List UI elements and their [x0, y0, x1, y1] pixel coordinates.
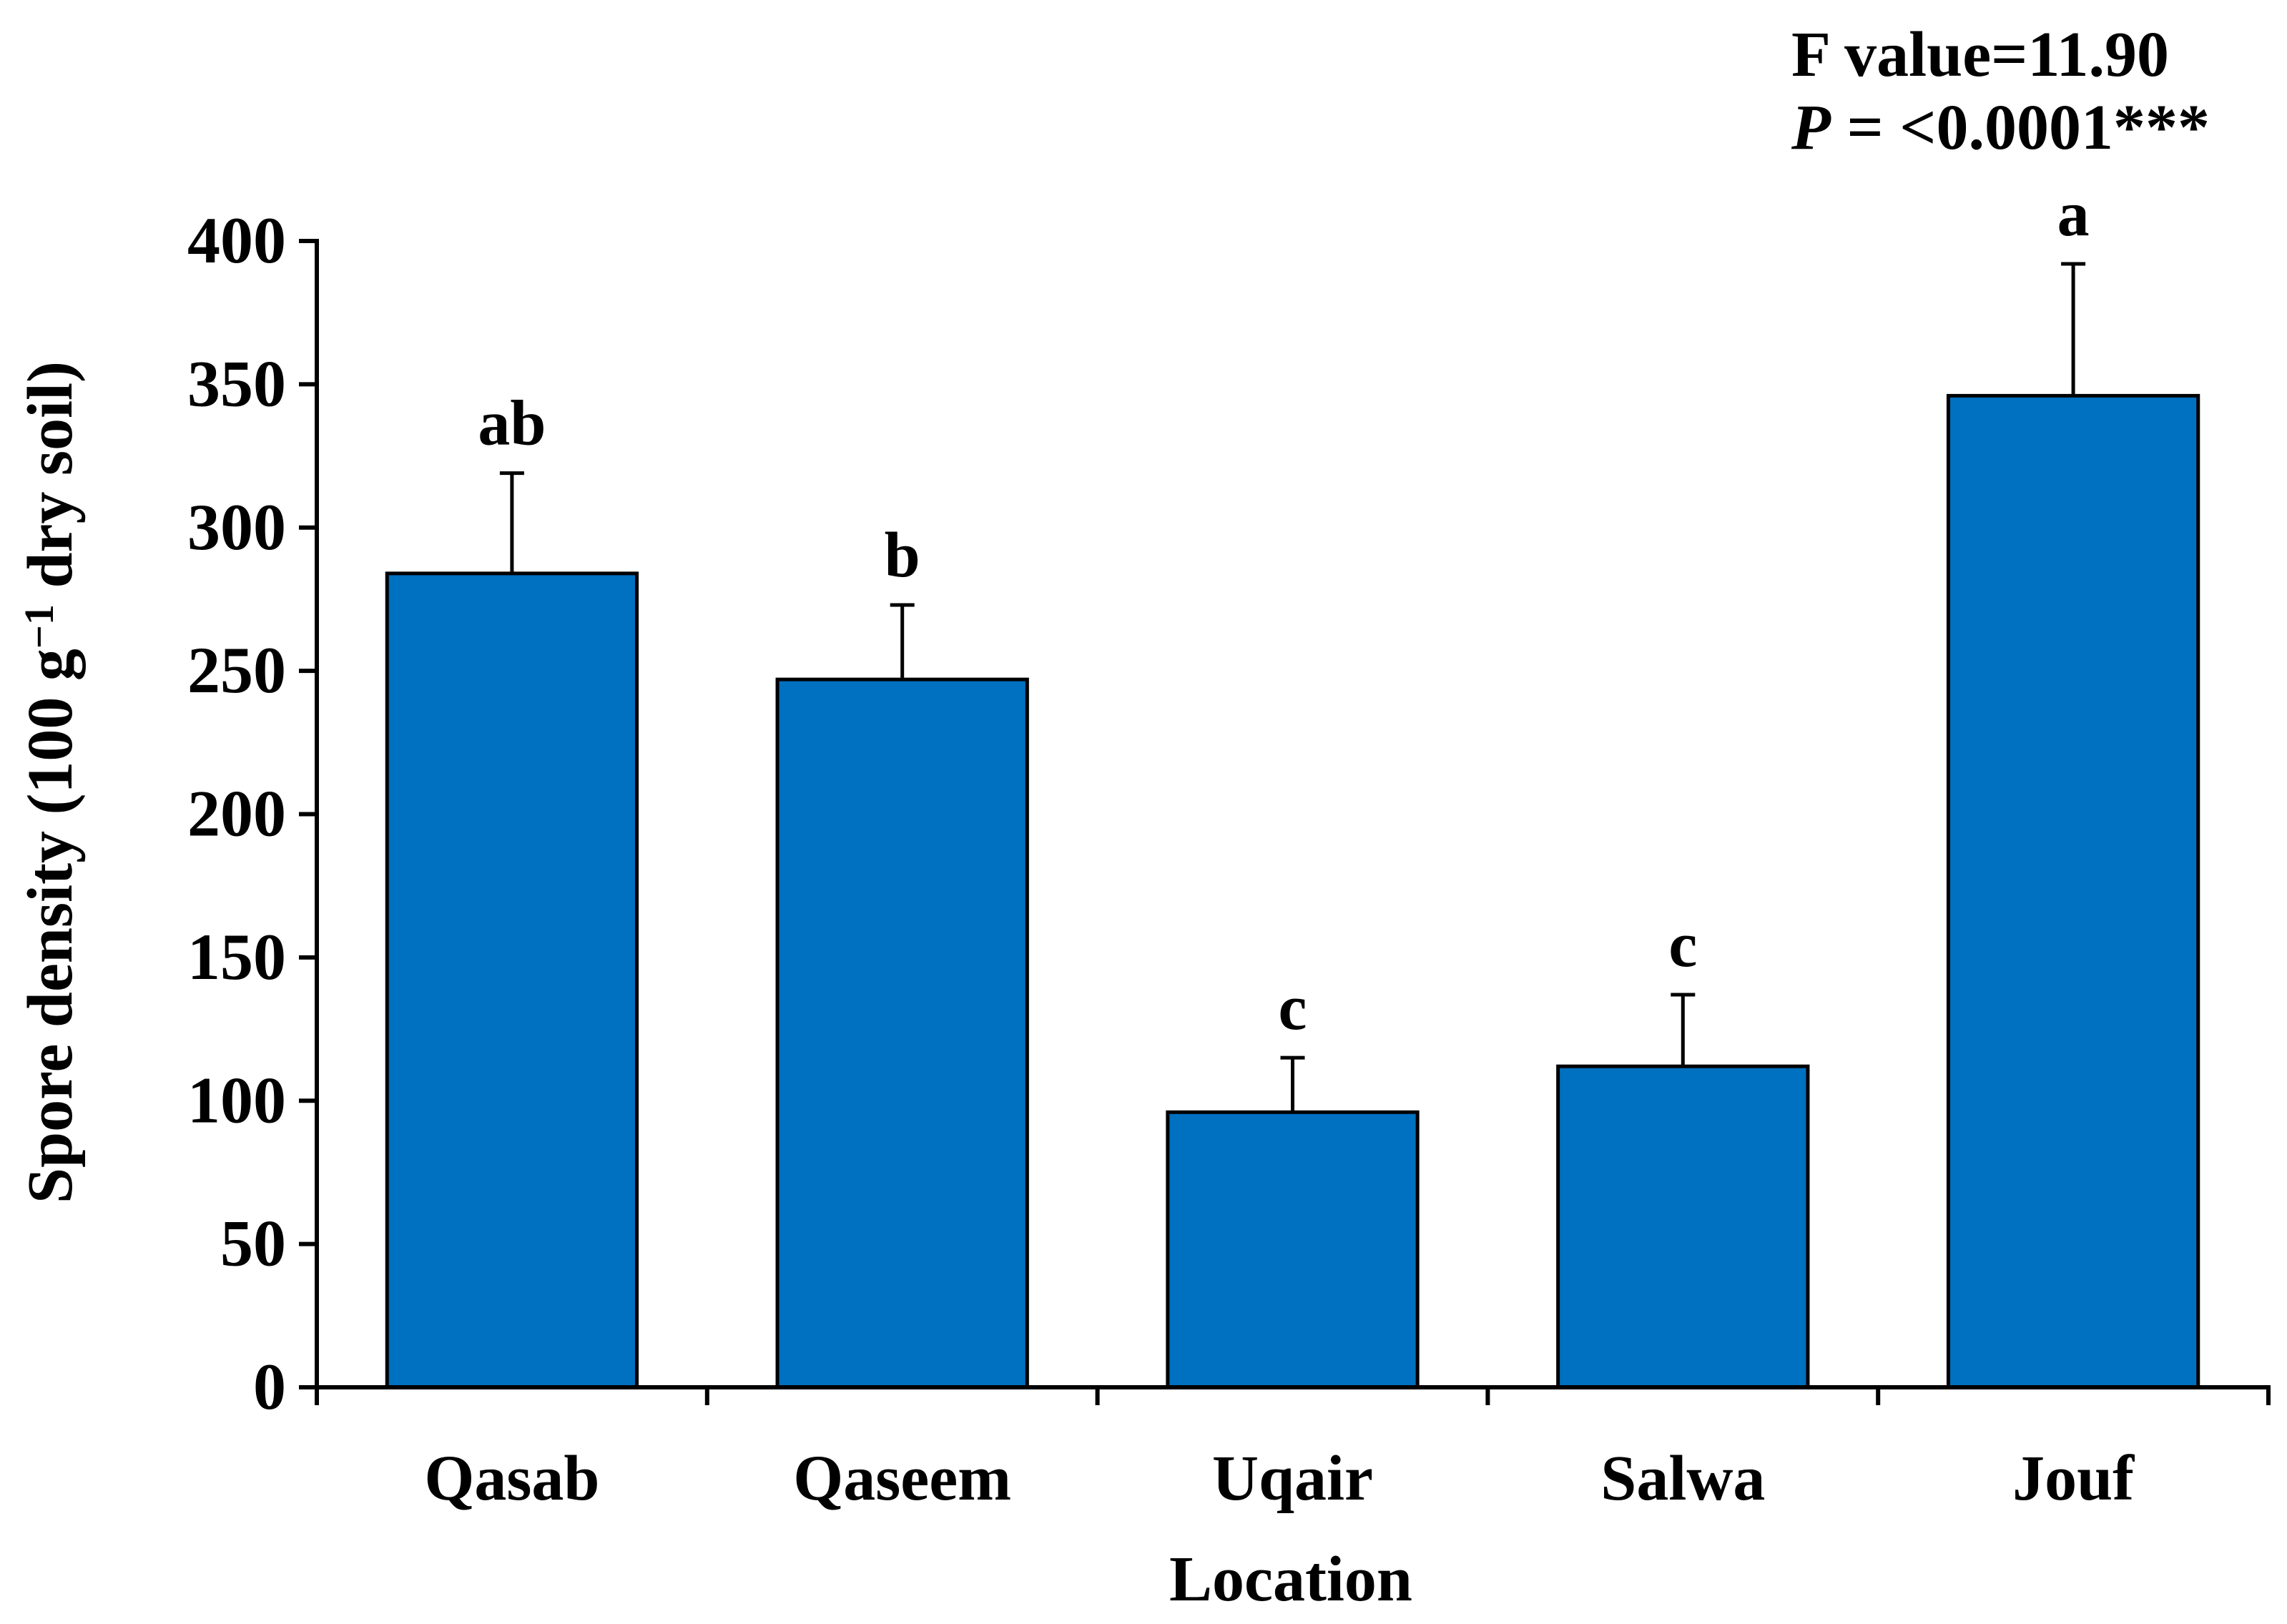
- x-category-label: Jouf: [2012, 1443, 2135, 1514]
- x-category-label: Qaseem: [793, 1443, 1011, 1514]
- significance-letter: b: [885, 520, 920, 591]
- significance-letter: c: [1279, 973, 1307, 1043]
- y-tick-label: 200: [187, 777, 286, 850]
- bar-qaseem: [775, 677, 1029, 1389]
- y-tick-label: 300: [187, 491, 286, 564]
- y-tick-label: 400: [187, 204, 286, 277]
- y-tick-label: 50: [220, 1207, 286, 1280]
- p-value-annotation: P = <0.0001***: [1791, 92, 2210, 163]
- p-symbol: P: [1791, 92, 1831, 163]
- y-tick-label: 0: [253, 1350, 286, 1423]
- y-axis-title-superscript: −1: [16, 604, 62, 649]
- x-axis-title: Location: [1169, 1544, 1412, 1615]
- y-axis-title-main: Spore density (100 g: [15, 649, 86, 1204]
- x-category-label: Qasab: [424, 1443, 599, 1514]
- plot-area: ab Qasab b Qaseem c Uqair c Salwa a Jouf 0 50 100 150…: [187, 179, 2271, 1514]
- bar-uqair: [1166, 1110, 1420, 1389]
- y-axis-title-tail: dry soil): [15, 361, 86, 604]
- bar-salwa: [1556, 1064, 1810, 1389]
- significance-letter: ab: [478, 388, 546, 459]
- bar-jouf: [1946, 393, 2200, 1389]
- y-tick-label: 100: [187, 1063, 286, 1136]
- f-value-annotation: F value=11.90: [1791, 19, 2169, 90]
- bar-qasab: [385, 571, 639, 1389]
- y-axis-title: Spore density (100 g−1 dry soil): [15, 361, 86, 1204]
- p-value-text: = <0.0001***: [1831, 92, 2210, 163]
- x-category-label: Salwa: [1600, 1443, 1765, 1514]
- significance-letter: a: [2057, 179, 2090, 250]
- significance-letter: c: [1668, 910, 1697, 980]
- y-tick-label: 250: [187, 634, 286, 707]
- y-tick-label: 350: [187, 347, 286, 420]
- x-category-label: Uqair: [1212, 1443, 1373, 1514]
- y-tick-label: 150: [187, 920, 286, 993]
